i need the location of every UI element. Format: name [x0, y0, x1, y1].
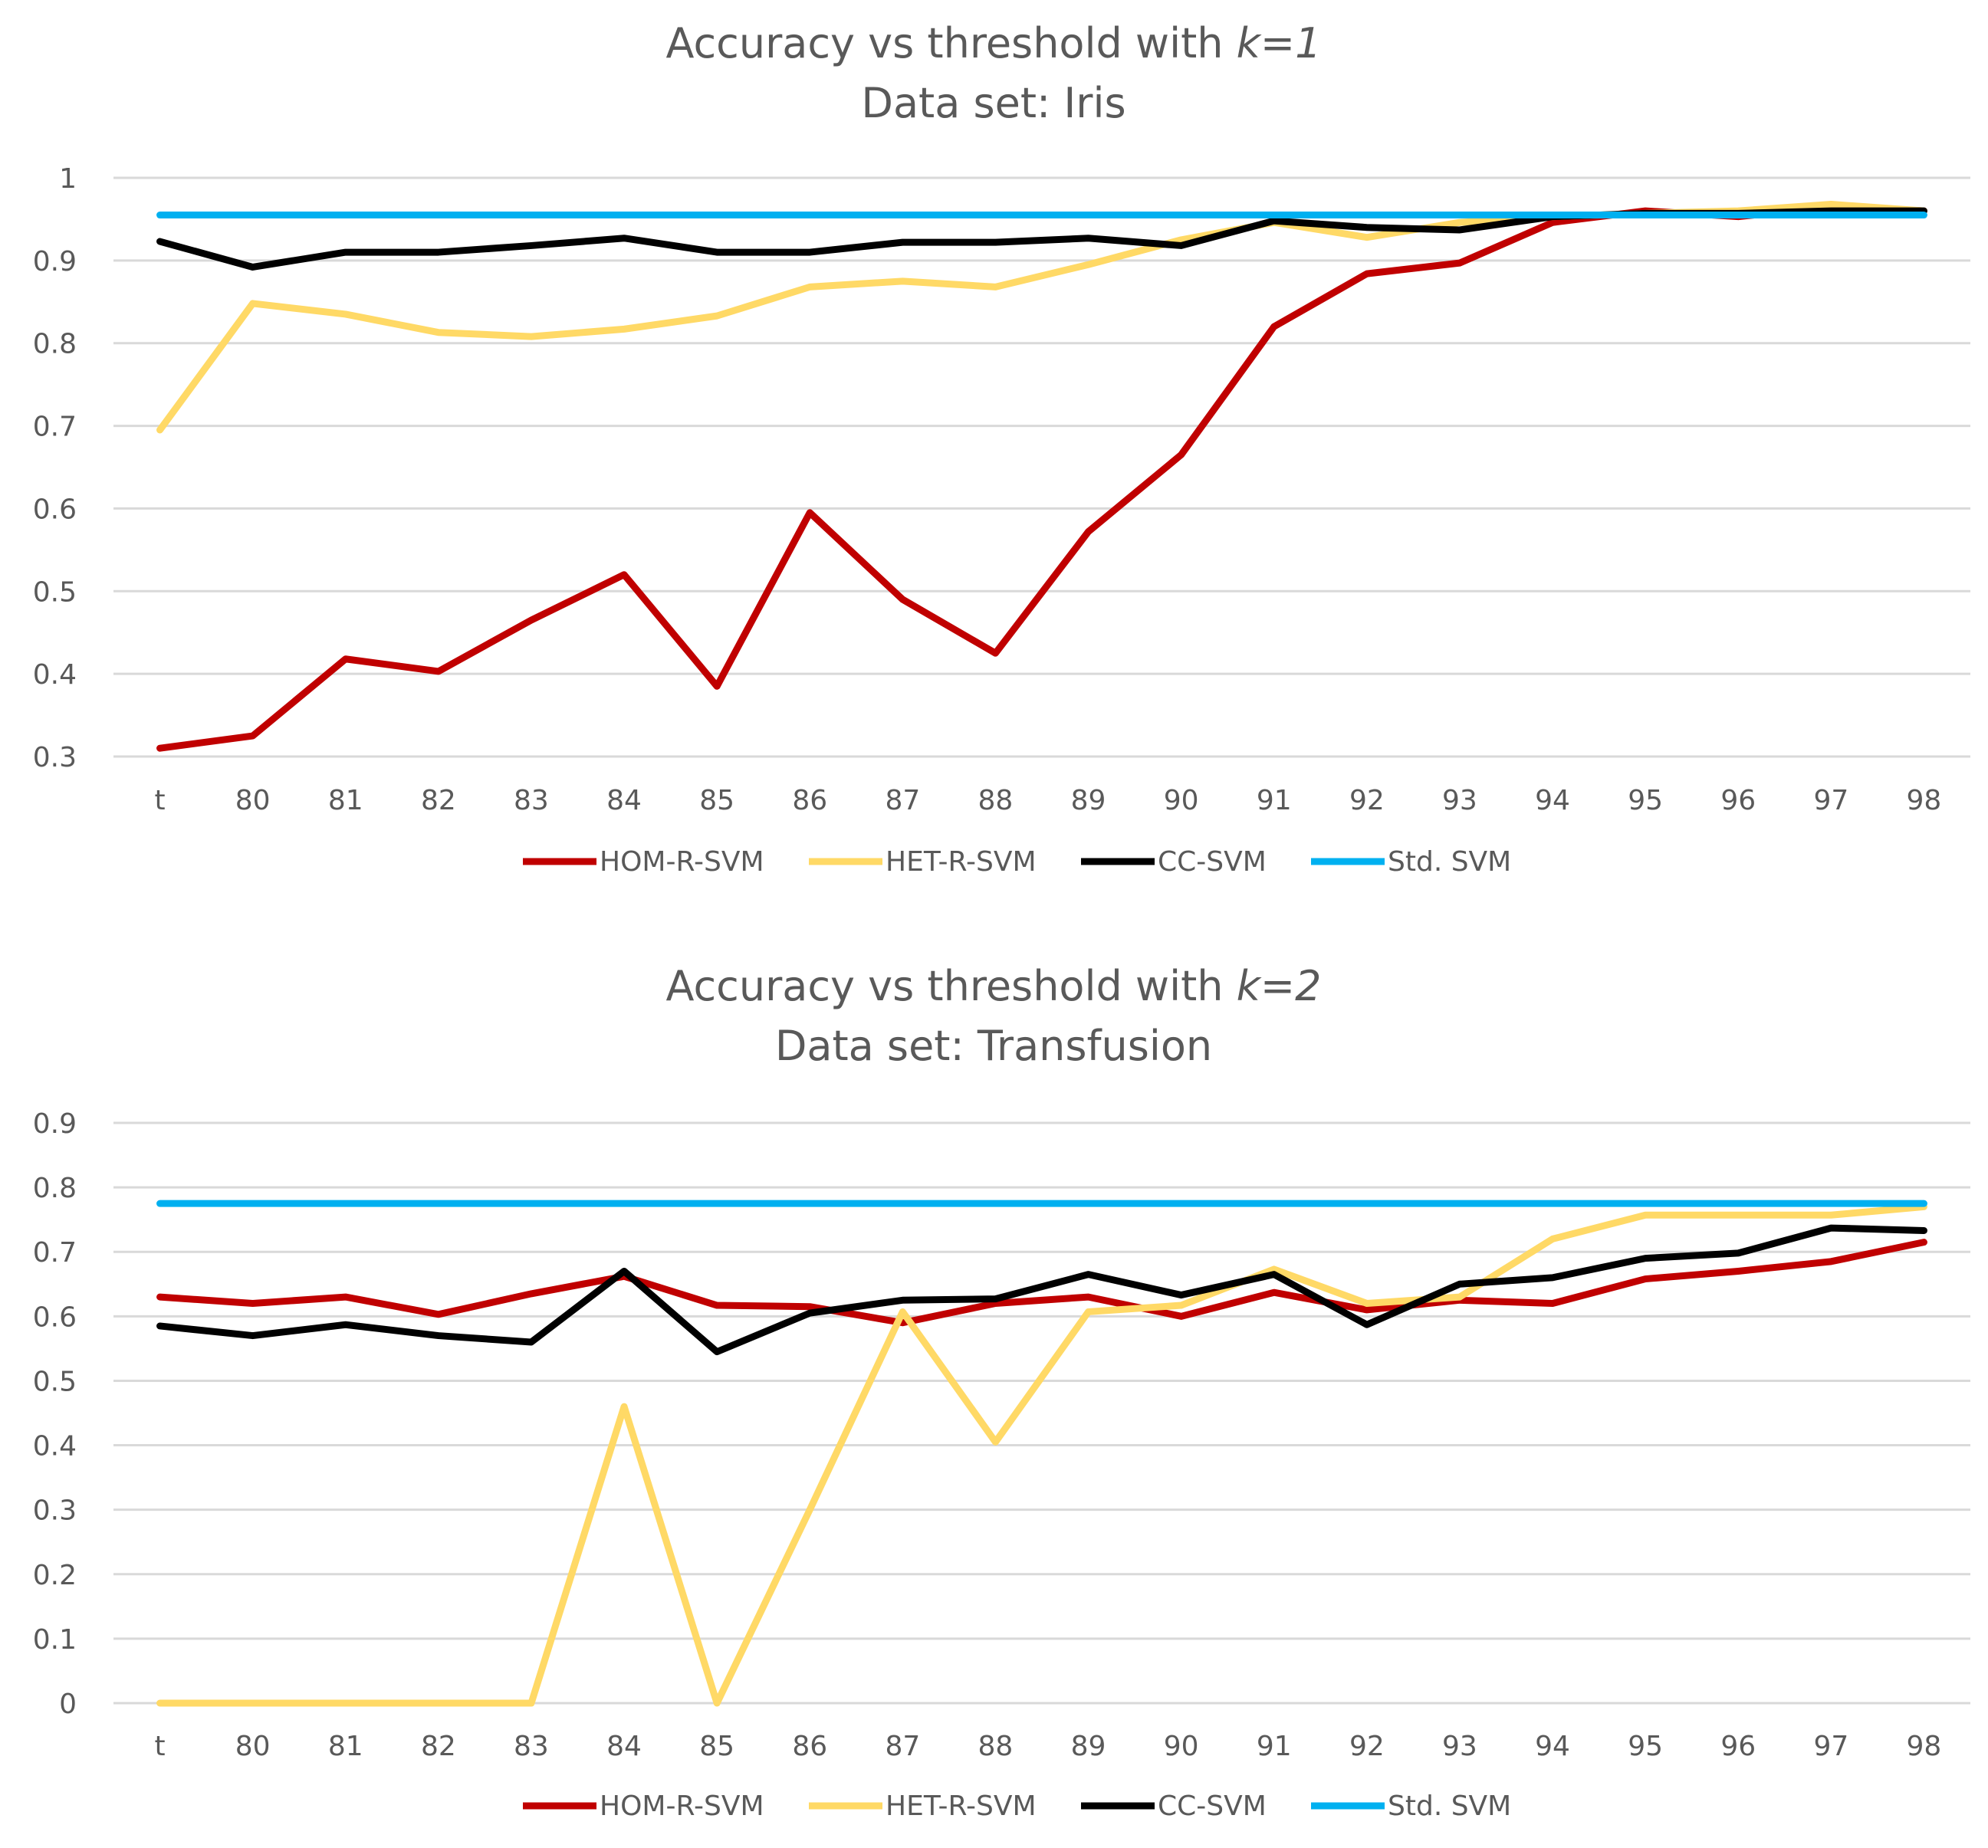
- y-tick-label: 0.8: [33, 329, 77, 360]
- series-line-cc-svm: [156, 207, 1927, 271]
- x-tick-label: 97: [1813, 785, 1848, 816]
- y-tick-label: 1: [59, 163, 77, 195]
- x-tick-label: 94: [1535, 1731, 1570, 1762]
- chart-transfusion-svg: Accuracy vs threshold with k=2 Data set:…: [33, 962, 1970, 1822]
- chart-iris-svg: Accuracy vs threshold with k=1 Data set:…: [33, 19, 1970, 878]
- x-axis-ticks: t 80 81 82 83 84 85 86 87 88 89 90 91 92 93 94 95 96 97 98: [154, 785, 1941, 816]
- y-tick-label: 0.3: [33, 742, 77, 773]
- y-tick-label: 0.3: [33, 1495, 77, 1527]
- y-tick-label: 0.5: [33, 1366, 77, 1397]
- y-tick-label: 0.2: [33, 1560, 77, 1591]
- y-tick-label: 0.4: [33, 1431, 77, 1462]
- x-tick-label: 88: [978, 1731, 1014, 1762]
- legend-item: HOM-R-SVM: [523, 1791, 764, 1822]
- x-tick-label: 85: [699, 1731, 734, 1762]
- x-axis-ticks: t 80 81 82 83 84 85 86 87 88 89 90 91 92 93 94 95 96 97 98: [154, 1731, 1941, 1762]
- legend-label: HET-R-SVM: [886, 1791, 1037, 1822]
- legend-item: Std. SVM: [1311, 846, 1511, 878]
- legend-item: Std. SVM: [1311, 1791, 1511, 1822]
- series-line-hom-r-svm: [156, 203, 1927, 752]
- x-tick-label: 89: [1071, 785, 1106, 816]
- series-lines: [156, 1200, 1927, 1707]
- x-tick-label: 92: [1349, 1731, 1385, 1762]
- y-tick-label: 0.6: [33, 494, 77, 525]
- x-tick-label: 87: [885, 1731, 920, 1762]
- x-tick-label: 84: [606, 785, 642, 816]
- legend-label: Std. SVM: [1388, 846, 1511, 878]
- x-tick-label: 82: [421, 1731, 456, 1762]
- series-line-cc-svm: [156, 1224, 1927, 1356]
- x-tick-label: 86: [792, 1731, 827, 1762]
- series-lines: [156, 201, 1927, 752]
- x-tick-label: 90: [1164, 1731, 1199, 1762]
- legend-label: Std. SVM: [1388, 1791, 1511, 1822]
- x-tick-label: 91: [1257, 1731, 1292, 1762]
- y-tick-label: 0.4: [33, 659, 77, 691]
- x-tick-label: 82: [421, 785, 456, 816]
- x-tick-label: 83: [514, 785, 549, 816]
- x-tick-label: 89: [1071, 1731, 1106, 1762]
- chart-subtitle: Data set: Iris: [861, 79, 1125, 127]
- legend-label: HOM-R-SVM: [600, 846, 764, 878]
- x-tick-label: 97: [1813, 1731, 1848, 1762]
- x-tick-label: 80: [235, 785, 271, 816]
- series-line-het-r-svm: [156, 1203, 1927, 1707]
- x-tick-label: 84: [606, 1731, 642, 1762]
- x-tick-label: 83: [514, 1731, 549, 1762]
- y-tick-label: 0.7: [33, 1237, 77, 1269]
- x-tick-label: 98: [1907, 785, 1942, 816]
- legend-label: HOM-R-SVM: [600, 1791, 764, 1822]
- legend-label: HET-R-SVM: [886, 846, 1037, 878]
- x-tick-label: 94: [1535, 785, 1570, 816]
- legend-label: CC-SVM: [1158, 846, 1267, 878]
- y-tick-label: 0.5: [33, 576, 77, 608]
- x-tick-label: 96: [1720, 1731, 1756, 1762]
- accuracy-chart-iris: Accuracy vs threshold with k=1 Data set:…: [0, 0, 1988, 920]
- x-tick-label: 91: [1257, 785, 1292, 816]
- x-tick-label: 95: [1628, 1731, 1663, 1762]
- x-tick-label: 81: [328, 785, 363, 816]
- legend-item: CC-SVM: [1081, 846, 1267, 878]
- legend: HOM-R-SVM HET-R-SVM CC-SVM Std. SVM: [523, 1791, 1511, 1822]
- x-tick-label: 87: [885, 785, 920, 816]
- y-axis-ticks: 1 0.9 0.8 0.7 0.6 0.5 0.4 0.3: [33, 163, 77, 773]
- chart-title: Accuracy vs threshold with k=2: [665, 962, 1321, 1010]
- gridlines: [113, 1121, 1970, 1705]
- gridlines: [113, 176, 1970, 758]
- y-tick-label: 0.9: [33, 246, 77, 277]
- x-tick-label: 86: [792, 785, 827, 816]
- x-tick-label: 93: [1442, 1731, 1477, 1762]
- y-tick-label: 0.8: [33, 1173, 77, 1204]
- x-tick-label: 85: [699, 785, 734, 816]
- y-tick-label: 0.1: [33, 1624, 77, 1656]
- series-line-hom-r-svm: [156, 1239, 1927, 1327]
- x-tick-label: 88: [978, 785, 1014, 816]
- y-tick-label: 0.6: [33, 1301, 77, 1333]
- x-tick-label: 90: [1164, 785, 1199, 816]
- x-tick-label: 92: [1349, 785, 1385, 816]
- y-axis-ticks: 0.9 0.8 0.7 0.6 0.5 0.4 0.3 0.2 0.1 0: [33, 1108, 77, 1720]
- x-tick-label: t: [154, 1731, 165, 1762]
- x-tick-label: 93: [1442, 785, 1477, 816]
- x-tick-label: t: [154, 785, 165, 816]
- y-tick-label: 0.7: [33, 412, 77, 443]
- legend-item: HET-R-SVM: [809, 846, 1037, 878]
- legend-item: HOM-R-SVM: [523, 846, 764, 878]
- x-tick-label: 98: [1907, 1731, 1942, 1762]
- x-tick-label: 80: [235, 1731, 271, 1762]
- x-tick-label: 96: [1720, 785, 1756, 816]
- x-tick-label: 95: [1628, 785, 1663, 816]
- chart-subtitle: Data set: Transfusion: [775, 1022, 1212, 1070]
- accuracy-chart-transfusion: Accuracy vs threshold with k=2 Data set:…: [0, 920, 1988, 1848]
- chart-title: Accuracy vs threshold with k=1: [665, 19, 1321, 67]
- y-tick-label: 0: [59, 1689, 77, 1720]
- legend: HOM-R-SVM HET-R-SVM CC-SVM Std. SVM: [523, 846, 1511, 878]
- legend-item: HET-R-SVM: [809, 1791, 1037, 1822]
- legend-label: CC-SVM: [1158, 1791, 1267, 1822]
- y-tick-label: 0.9: [33, 1108, 77, 1140]
- x-tick-label: 81: [328, 1731, 363, 1762]
- legend-item: CC-SVM: [1081, 1791, 1267, 1822]
